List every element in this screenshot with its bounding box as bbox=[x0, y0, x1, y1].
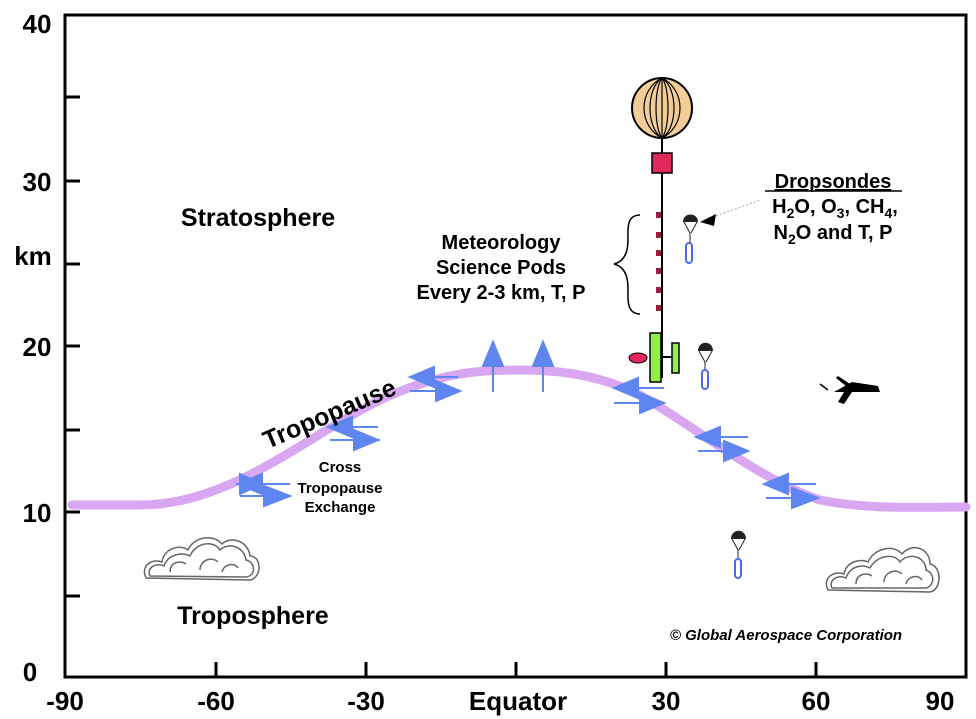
exchange-arrow-pair-3 bbox=[407, 365, 463, 403]
exchange-label-line1: Cross bbox=[319, 459, 362, 476]
dropsondes-line3: N2O and T, P bbox=[774, 222, 893, 247]
gondola-icon bbox=[651, 152, 673, 174]
x-tick-30: 30 bbox=[652, 686, 681, 716]
copyright-label: © Global Aerospace Corporation bbox=[670, 627, 902, 644]
y-tick-30: 30 bbox=[23, 167, 52, 197]
x-tick-neg90: -90 bbox=[46, 686, 84, 716]
pods-label-line2: Science Pods bbox=[436, 257, 566, 279]
balloon-icon bbox=[631, 77, 693, 139]
exchange-arrow-pair-1 bbox=[235, 472, 293, 508]
troposphere-label: Troposphere bbox=[177, 602, 329, 630]
stratosphere-label: Stratosphere bbox=[181, 204, 335, 232]
x-tick-90: 90 bbox=[926, 686, 955, 716]
exchange-arrows bbox=[235, 339, 821, 510]
plot-frame bbox=[63, 13, 968, 679]
x-axis-ticks bbox=[214, 662, 818, 677]
dropsondes-title: Dropsondes bbox=[775, 171, 892, 193]
dropsonde-icon-1 bbox=[683, 199, 761, 264]
y-axis-ticks bbox=[65, 95, 80, 598]
upward-arrows bbox=[481, 339, 555, 392]
exchange-arrow-pair-4 bbox=[611, 376, 667, 415]
y-tick-20: 20 bbox=[23, 332, 52, 362]
pods-label-line1: Meteorology bbox=[442, 232, 562, 254]
y-tick-10: 10 bbox=[23, 498, 52, 528]
y-tick-0: 0 bbox=[23, 657, 37, 687]
pods-label-line3: Every 2-3 km, T, P bbox=[417, 282, 586, 304]
dropsondes-line2: H2O, O3, CH4, bbox=[772, 196, 898, 221]
tropopause-label: Tropopause bbox=[259, 373, 400, 454]
science-pods bbox=[656, 212, 661, 311]
exchange-arrow-pair-5 bbox=[693, 425, 751, 463]
dropsonde-icon-3 bbox=[731, 530, 746, 579]
exchange-arrow-pair-2 bbox=[325, 415, 381, 452]
aircraft-icon bbox=[819, 376, 880, 404]
x-tick-60: 60 bbox=[802, 686, 831, 716]
tropopause-curve bbox=[67, 365, 971, 512]
green-pod-icon bbox=[628, 332, 680, 383]
pods-brace bbox=[613, 214, 641, 315]
y-axis-unit: km bbox=[14, 241, 52, 271]
exchange-label-line3: Exchange bbox=[305, 499, 376, 516]
exchange-label-line2: Tropopause bbox=[297, 480, 382, 497]
cloud-icon-right bbox=[825, 546, 940, 593]
x-tick-equator: Equator bbox=[469, 686, 567, 716]
balloon-system bbox=[628, 77, 693, 383]
x-tick-neg60: -60 bbox=[197, 686, 235, 716]
dropsonde-icon-2 bbox=[698, 342, 713, 390]
x-tick-neg30: -30 bbox=[347, 686, 385, 716]
exchange-arrow-pair-6 bbox=[761, 472, 821, 510]
cloud-icon-left bbox=[143, 537, 260, 581]
y-tick-40: 40 bbox=[23, 9, 52, 39]
